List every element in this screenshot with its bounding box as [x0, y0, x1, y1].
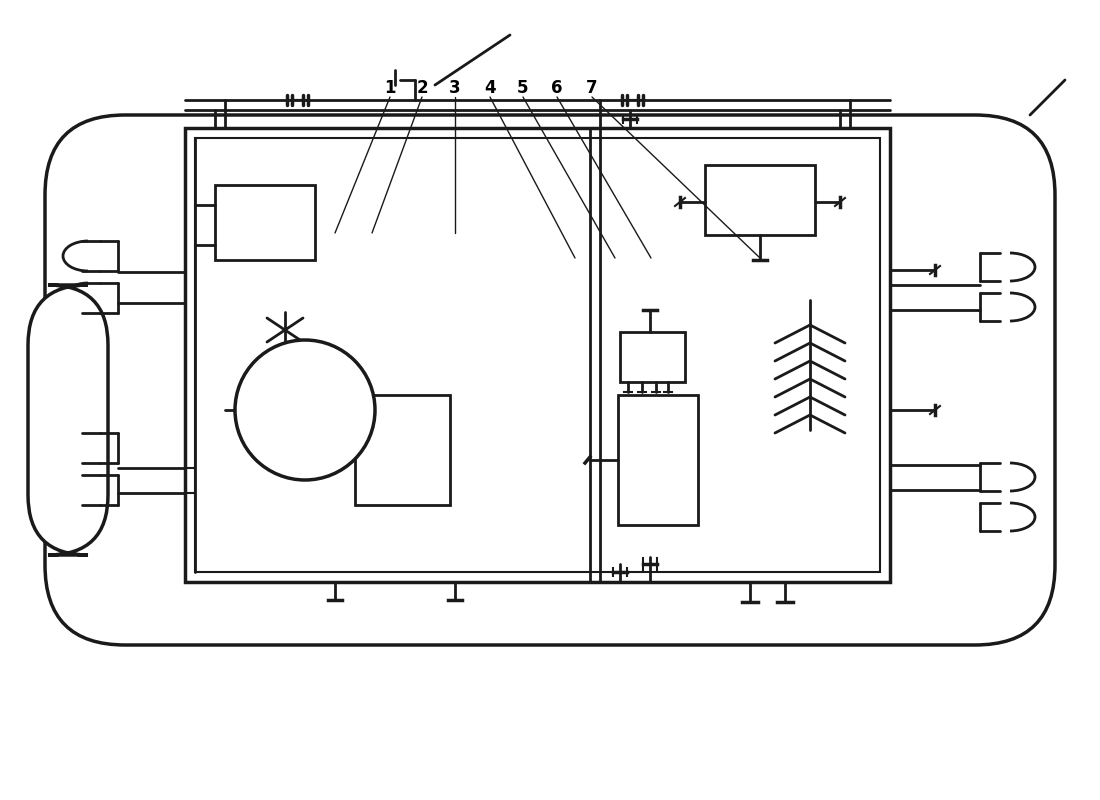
- Text: 7: 7: [586, 79, 597, 97]
- FancyBboxPatch shape: [28, 285, 108, 555]
- FancyBboxPatch shape: [45, 115, 1055, 645]
- Bar: [618, 395, 698, 525]
- Text: 6: 6: [551, 79, 563, 97]
- Bar: [214, 185, 315, 260]
- Text: eurospares: eurospares: [152, 566, 328, 594]
- Text: eurospares: eurospares: [752, 196, 927, 224]
- Bar: [620, 332, 685, 382]
- Bar: [195, 138, 880, 572]
- Text: 1: 1: [384, 79, 396, 97]
- Text: eurospares: eurospares: [152, 196, 328, 224]
- Bar: [705, 165, 815, 235]
- Text: 5: 5: [517, 79, 529, 97]
- Bar: [185, 128, 890, 582]
- Text: 2: 2: [416, 79, 428, 97]
- Bar: [355, 395, 450, 505]
- Circle shape: [235, 340, 375, 480]
- Text: 3: 3: [449, 79, 461, 97]
- Text: 4: 4: [484, 79, 496, 97]
- Text: eurospares: eurospares: [752, 566, 927, 594]
- Text: eurospares: eurospares: [503, 196, 678, 224]
- Text: eurospares: eurospares: [503, 566, 678, 594]
